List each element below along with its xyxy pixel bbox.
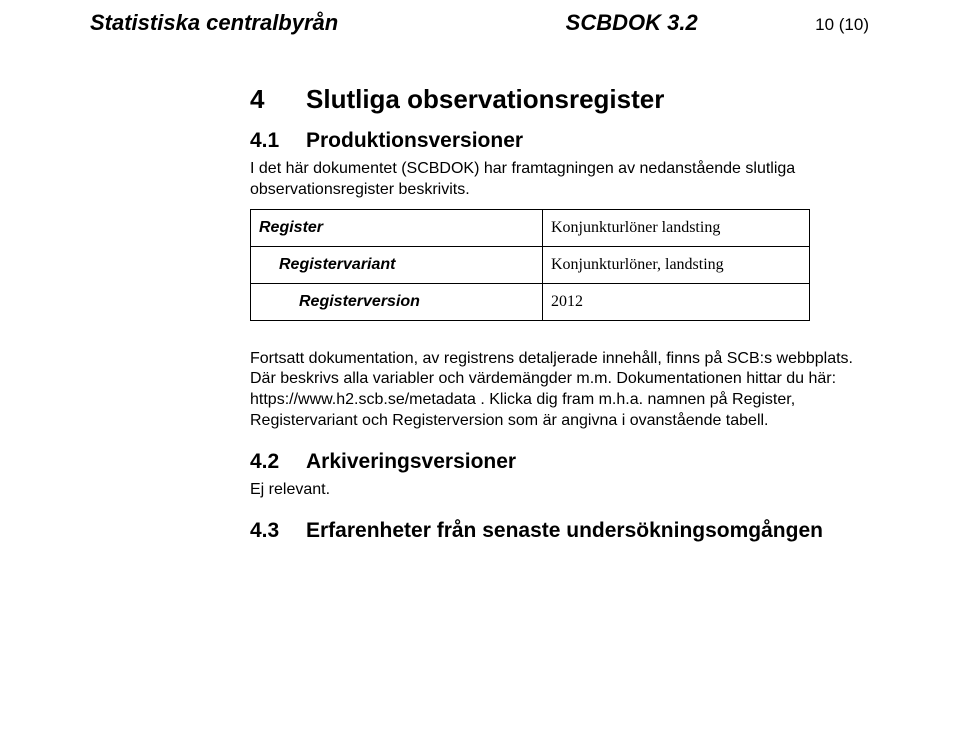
section-4-1: 4.1Produktionsversioner I det här dokume… <box>250 129 869 432</box>
table-cell-label: Registerversion <box>251 283 543 320</box>
header-org: Statistiska centralbyrån <box>90 10 338 36</box>
table-cell-value: Konjunkturlöner, landsting <box>543 246 810 283</box>
heading-4-3: 4.3Erfarenheter från senaste undersöknin… <box>250 519 869 543</box>
heading-4-title: Slutliga observationsregister <box>306 84 664 114</box>
heading-4-2-number: 4.2 <box>250 450 306 474</box>
heading-4: 4Slutliga observationsregister <box>250 84 869 115</box>
table-row: RegisterKonjunkturlöner landsting <box>251 209 810 246</box>
register-table: RegisterKonjunkturlöner landstingRegiste… <box>250 209 810 321</box>
heading-4-number: 4 <box>250 84 306 115</box>
heading-4-3-number: 4.3 <box>250 519 306 543</box>
section-4-2-body: Ej relevant. <box>250 480 869 501</box>
table-cell-value: 2012 <box>543 283 810 320</box>
heading-4-1-title: Produktionsversioner <box>306 129 523 152</box>
heading-4-3-title: Erfarenheter från senaste undersökningso… <box>306 519 823 542</box>
section-4-3: 4.3Erfarenheter från senaste undersöknin… <box>250 519 869 543</box>
page-header: Statistiska centralbyrån SCBDOK 3.2 10 (… <box>90 10 869 36</box>
section-4-1-intro: I det här dokumentet (SCBDOK) har framta… <box>250 159 869 201</box>
header-doc: SCBDOK 3.2 <box>566 10 698 36</box>
heading-4-2-title: Arkiveringsversioner <box>306 450 516 473</box>
table-cell-value: Konjunkturlöner landsting <box>543 209 810 246</box>
heading-4-2: 4.2Arkiveringsversioner <box>250 450 869 474</box>
page: Statistiska centralbyrån SCBDOK 3.2 10 (… <box>0 0 959 736</box>
heading-4-1: 4.1Produktionsversioner <box>250 129 869 153</box>
table-row: RegistervariantKonjunkturlöner, landstin… <box>251 246 810 283</box>
header-page-number: 10 (10) <box>815 15 869 35</box>
heading-4-1-number: 4.1 <box>250 129 306 153</box>
table-cell-label: Register <box>251 209 543 246</box>
table-row: Registerversion2012 <box>251 283 810 320</box>
table-cell-label: Registervariant <box>251 246 543 283</box>
section-4-2: 4.2Arkiveringsversioner Ej relevant. <box>250 450 869 501</box>
section-4-1-post-text: Fortsatt dokumentation, av registrens de… <box>250 349 869 432</box>
content-column: 4Slutliga observationsregister 4.1Produk… <box>250 84 869 543</box>
register-table-body: RegisterKonjunkturlöner landstingRegiste… <box>251 209 810 320</box>
